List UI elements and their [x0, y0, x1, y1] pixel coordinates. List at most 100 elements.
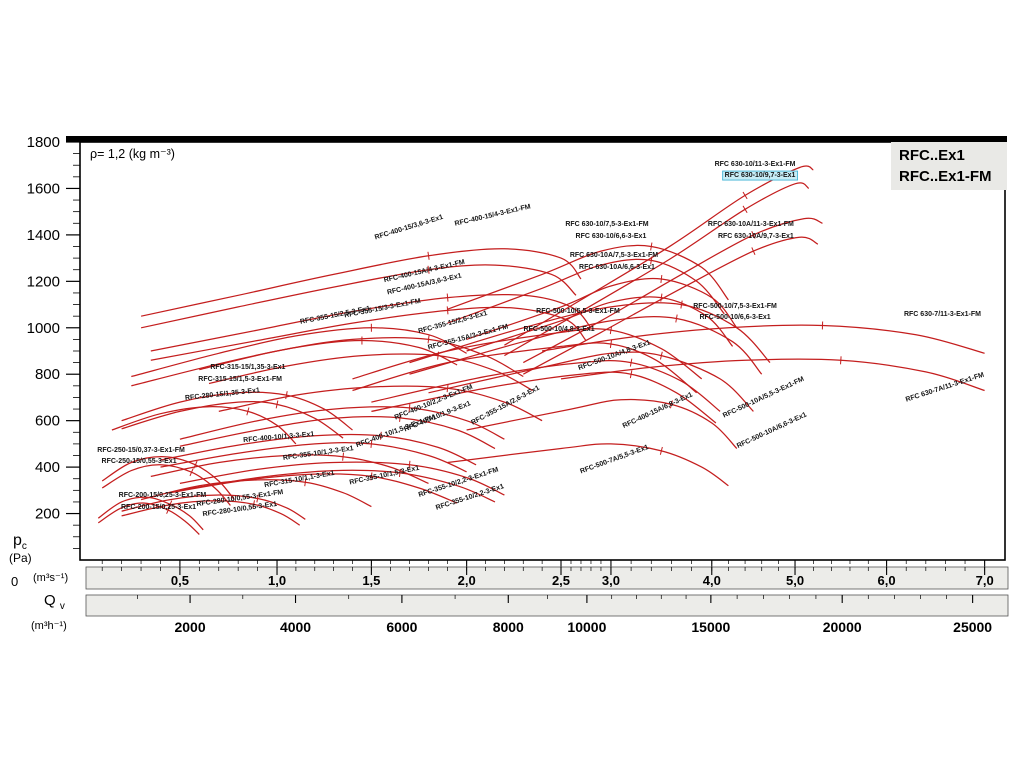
- duty-point-tick: [285, 391, 288, 400]
- fan-curve: [560, 358, 985, 392]
- curve-label: RFC-500-10/7,5-3-Ex1-FM: [693, 303, 777, 310]
- y-tick-label: 1000: [27, 320, 60, 337]
- fan-curve: [179, 461, 505, 496]
- duty-point-tick: [342, 452, 345, 461]
- duty-point-tick: [408, 460, 411, 469]
- flow-m3h-tick-label: 25000: [953, 619, 992, 635]
- curve-label: RFC-315-15/1,5-3-Ex1-FM: [198, 376, 282, 383]
- fan-curve: [101, 464, 231, 506]
- flow-m3s-tick-label: 5,0: [786, 573, 804, 588]
- duty-point-tick: [166, 506, 171, 514]
- curve-label: RFC-315-15/1,35-3-Ex1: [210, 364, 285, 371]
- fan-curve: [150, 293, 592, 352]
- duty-point-tick: [609, 340, 613, 349]
- pressure-axis-label: pc: [13, 532, 27, 552]
- flow-scale-bar-m3h: [85, 594, 1009, 617]
- density-annotation: ρ= 1,2 (kg m⁻³): [90, 147, 175, 161]
- duty-point-tick: [680, 300, 683, 309]
- duty-point-tick: [399, 413, 401, 422]
- pressure-unit-label: (Pa): [9, 551, 32, 565]
- flow-m3s-tick-label: 1,0: [268, 573, 286, 588]
- fan-curve: [121, 391, 353, 431]
- curve-label: RFC 630-10A/6,6-3-Ex1: [579, 264, 655, 271]
- duty-point-tick: [193, 460, 198, 469]
- duty-point-tick: [669, 400, 673, 409]
- duty-point-tick: [742, 205, 748, 214]
- duty-point-tick: [246, 407, 250, 416]
- y-tick-label: 200: [35, 506, 60, 523]
- curve-label: RFC-250-15/0,37-3-Ex1-FM: [97, 447, 185, 454]
- curve-label: RFC-500-10A/6,6-3-Ex1: [736, 411, 808, 450]
- curve-label: RFC-500-7A/5,5-3-Ex1: [579, 444, 649, 475]
- fan-curve: [179, 469, 496, 503]
- curve-label: RFC-200-15/0,25-3-Ex1: [121, 504, 196, 511]
- curve-label: RFC 630-10A/9,7-3-Ex1: [718, 233, 794, 240]
- fan-curve: [352, 328, 703, 380]
- legend-entry-ex1-fm: RFC..Ex1-FM: [899, 168, 992, 185]
- duty-point-tick: [751, 247, 756, 256]
- duty-point-tick: [446, 306, 449, 315]
- flow-m3h-tick-label: 15000: [691, 619, 730, 635]
- duty-point-tick: [168, 500, 173, 509]
- flow-symbol: Q: [44, 592, 56, 609]
- flow-m3h-tick-label: 10000: [567, 619, 606, 635]
- duty-point-tick: [427, 251, 430, 260]
- flow-m3h-tick-label: 8000: [493, 619, 524, 635]
- curve-label: RFC 630-10/6,6-3-Ex1: [576, 233, 647, 240]
- fan-curve: [97, 496, 204, 531]
- fan-curve: [447, 244, 729, 310]
- curve-label: RFC-200-15/0,25-3-Ex1-FM: [119, 492, 207, 499]
- selected-label-highlight: [722, 170, 799, 181]
- curve-label: RFC 630-10/7,5-3-Ex1-FM: [565, 221, 648, 228]
- y-tick-label: 1200: [27, 273, 60, 290]
- fan-curve: [218, 385, 543, 422]
- y-tick-label: 1800: [27, 134, 60, 151]
- fan-curve: [371, 371, 717, 424]
- fan-curve: [179, 415, 496, 450]
- curve-label: RFC-500-10/5,5-3-Ex1-FM: [536, 308, 620, 315]
- flow-m3s-tick-label: 2,5: [552, 573, 570, 588]
- curve-label: RFC-400-15A/6,8-3-Ex1: [622, 391, 694, 430]
- duty-point-tick: [660, 274, 663, 284]
- fan-curve: [447, 258, 725, 324]
- duty-point-tick: [742, 191, 748, 200]
- duty-point-tick: [370, 472, 373, 481]
- fan-curve: [504, 165, 814, 346]
- flow-axis-label: Q v: [44, 592, 65, 612]
- duty-point-tick: [659, 351, 663, 360]
- fan-curve: [523, 217, 823, 364]
- fan-curve: [466, 277, 738, 340]
- fan-curve: [504, 182, 810, 357]
- duty-point-tick: [275, 400, 279, 409]
- duty-point-tick: [650, 242, 653, 251]
- fan-curve: [179, 406, 505, 440]
- duty-point-tick: [380, 431, 382, 440]
- plot-top-border: [66, 136, 1007, 142]
- duty-point-tick: [609, 326, 613, 335]
- curve-label: RFC 630-10/11-3-Ex1-FM: [715, 161, 796, 168]
- fan-curve: [466, 296, 734, 352]
- fan-curve: [140, 248, 582, 317]
- duty-point-tick: [650, 256, 653, 265]
- pressure-symbol-sub: c: [21, 541, 27, 553]
- duty-point-tick: [427, 265, 430, 274]
- fan-curve: [208, 353, 533, 392]
- duty-point-tick: [675, 314, 678, 323]
- curve-label: RFC-400-15/3,6-3-Ex1: [374, 214, 444, 242]
- fan-curve: [371, 359, 721, 412]
- fan-curve: [466, 398, 738, 449]
- duty-point-tick: [398, 468, 401, 477]
- legend-entry-ex1: RFC..Ex1: [899, 147, 965, 164]
- duty-point-tick: [659, 446, 663, 455]
- legend-box: RFC..Ex1 RFC..Ex1-FM: [891, 142, 1007, 190]
- fan-curve: [150, 454, 429, 484]
- fan-curve: [97, 502, 200, 535]
- duty-point-tick: [660, 293, 663, 302]
- y-tick-label: 800: [35, 366, 60, 383]
- y-tick-label: 400: [35, 459, 60, 476]
- curve-label: RFC-250-15/0,55-3-Ex1: [102, 458, 177, 465]
- y-tick-label: 600: [35, 413, 60, 430]
- y-tick-label: 1600: [27, 180, 60, 197]
- curve-label: RFC-500-10/4,8-3-Ex1: [524, 326, 595, 333]
